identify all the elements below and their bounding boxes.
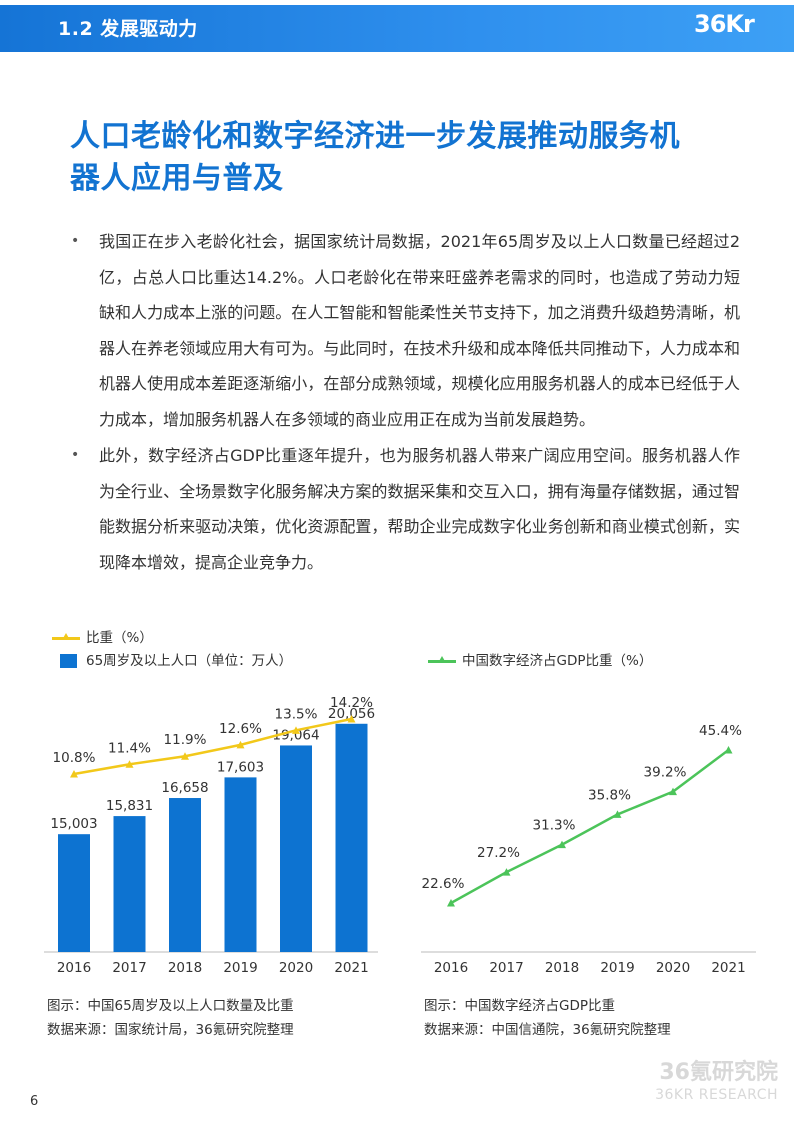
caption-source: 数据来源：国家统计局，36氪研究院整理 [47, 1022, 294, 1038]
x-tick-label: 2020 [279, 960, 313, 976]
x-tick-label: 2017 [489, 960, 523, 976]
digital-economy-data-label: 45.4% [699, 723, 742, 739]
digital-economy-data-label: 39.2% [644, 765, 687, 781]
x-tick-label: 2016 [434, 960, 468, 976]
population-bar-label: 16,658 [161, 780, 208, 796]
chart-caption-right: 图示：中国数字经济占GDP比重 数据来源：中国信通院，36氪研究院整理 [424, 994, 671, 1042]
legend-line-swatch [52, 633, 80, 640]
legend-line-swatch [428, 656, 456, 663]
x-tick-label: 2021 [334, 960, 368, 976]
caption-title: 图示：中国65周岁及以上人口数量及比重 [47, 998, 294, 1014]
ratio-series-line [73, 717, 352, 776]
digital-economy-point-marker [447, 899, 455, 907]
ratio-data-label: 13.5% [275, 706, 318, 722]
bullet-text: 我国正在步入老龄化社会，据国家统计局数据，2021年65周岁及以上人口数量已经超… [99, 232, 740, 429]
digital-economy-data-label: 35.8% [588, 787, 631, 803]
bullet-text: 此外，数字经济占GDP比重逐年提升，也为服务机器人带来广阔应用空间。服务机器人作… [99, 446, 740, 572]
legend-digital-economy: 中国数字经济占GDP比重（%） [428, 651, 728, 671]
triangle-marker-icon [438, 656, 446, 663]
x-tick-label: 2020 [656, 960, 690, 976]
digital-economy-data-label: 22.6% [422, 876, 465, 892]
legend-label: 中国数字经济占GDP比重（%） [462, 653, 653, 669]
population-bar [280, 745, 312, 952]
x-tick-label: 2017 [112, 960, 146, 976]
caption-title: 图示：中国数字经济占GDP比重 [424, 998, 615, 1014]
bullet-dot-icon: • [71, 447, 80, 463]
x-tick-label: 2021 [711, 960, 745, 976]
x-tick-label: 2018 [545, 960, 579, 976]
headline-line-2: 器人应用与普及 [70, 161, 284, 196]
page-headline: 人口老龄化和数字经济进一步发展推动服务机 器人应用与普及 [70, 116, 750, 200]
ratio-point-marker [292, 726, 300, 734]
ratio-point-marker [236, 740, 245, 749]
legend-label: 比重（%） [86, 630, 153, 646]
ratio-data-label: 10.8% [53, 750, 96, 766]
ratio-point-marker [125, 760, 134, 768]
ratio-data-label: 11.9% [164, 732, 207, 748]
legend-ratio: 比重（%） [52, 628, 252, 648]
digital-economy-point-marker [613, 810, 622, 818]
ratio-point-marker [70, 770, 78, 778]
digital-economy-point-marker [669, 787, 677, 796]
digital-economy-data-label: 27.2% [477, 845, 520, 861]
ratio-point-marker [347, 715, 356, 723]
page-number: 6 [30, 1094, 39, 1109]
population-bar-label: 19,064 [272, 727, 319, 743]
digital-economy-point-marker [724, 746, 733, 754]
x-tick-label: 2018 [168, 960, 202, 976]
section-title: 1.2 发展驱动力 [58, 18, 198, 40]
x-tick-label: 2019 [223, 960, 257, 976]
x-tick-label: 2019 [600, 960, 634, 976]
population-bar [335, 723, 368, 952]
ratio-data-label: 14.2% [330, 695, 373, 711]
chart-caption-left: 图示：中国65周岁及以上人口数量及比重 数据来源：国家统计局，36氪研究院整理 [47, 994, 294, 1042]
headline-line-1: 人口老龄化和数字经济进一步发展推动服务机 [70, 119, 680, 154]
population-bar [113, 816, 146, 952]
legend-bar-swatch [60, 654, 77, 668]
bullet-list: • 我国正在步入老龄化社会，据国家统计局数据，2021年65周岁及以上人口数量已… [70, 224, 740, 581]
population-bar [58, 834, 90, 952]
population-bar-label: 20,056 [328, 706, 375, 722]
watermark: 36氪研究院 36KR RESEARCH [628, 1060, 778, 1104]
bullet-dot-icon: • [71, 233, 80, 249]
ratio-data-label: 11.4% [108, 740, 151, 756]
digital-economy-point-marker [558, 840, 566, 849]
watermark-cn: 36氪研究院 [659, 1060, 778, 1085]
header-bar [0, 5, 794, 52]
legend-label: 65周岁及以上人口（单位：万人） [86, 653, 293, 669]
legend-population: 65周岁及以上人口（单位：万人） [60, 651, 360, 671]
population-bar [224, 777, 257, 952]
watermark-en: 36KR RESEARCH [655, 1087, 778, 1103]
digital-economy-series-line [450, 748, 730, 905]
ratio-data-label: 12.6% [219, 721, 262, 737]
bullet-item: • 我国正在步入老龄化社会，据国家统计局数据，2021年65周岁及以上人口数量已… [70, 224, 740, 437]
bullet-item: • 此外，数字经济占GDP比重逐年提升，也为服务机器人带来广阔应用空间。服务机器… [70, 438, 740, 580]
logo-text: 36Kr [694, 10, 755, 38]
population-bar [169, 798, 201, 952]
ratio-point-marker [181, 752, 189, 760]
caption-source: 数据来源：中国信通院，36氪研究院整理 [424, 1022, 671, 1038]
population-bar-label: 15,003 [50, 816, 97, 832]
x-tick-label: 2016 [57, 960, 91, 976]
digital-economy-data-label: 31.3% [533, 818, 576, 834]
triangle-marker-icon [62, 633, 70, 640]
digital-economy-point-marker [502, 868, 511, 876]
logo: 36Kr [694, 2, 794, 54]
population-bar-label: 17,603 [217, 759, 264, 775]
population-bar-label: 15,831 [106, 798, 153, 814]
